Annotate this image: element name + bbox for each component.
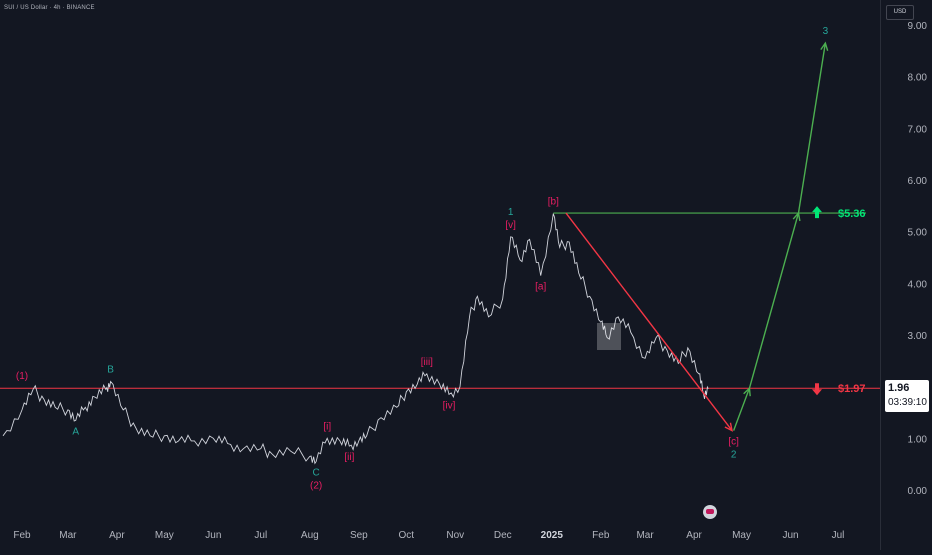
- x-tick-label: Feb: [592, 530, 610, 541]
- x-tick-label: May: [732, 530, 751, 541]
- symbol-title: SUI / US Dollar · 4h · BINANCE: [4, 5, 95, 11]
- arrowhead-up: [792, 211, 801, 222]
- wave-label: [i]: [323, 421, 331, 432]
- wave-label: (1): [16, 371, 28, 382]
- x-tick-label: Apr: [686, 530, 702, 541]
- price-line: [2, 213, 709, 465]
- wave-label: 1: [508, 207, 514, 218]
- y-tick-label: 4.00: [908, 279, 928, 290]
- x-tick-label: Jul: [832, 530, 845, 541]
- wave-label: B: [107, 365, 114, 376]
- wave-label: [v]: [505, 220, 516, 231]
- x-tick-label: May: [155, 530, 174, 541]
- wave-label: A: [72, 426, 79, 437]
- y-tick-label: 0.00: [908, 486, 928, 497]
- wave-label: [ii]: [344, 452, 354, 463]
- last-price-value: 1.96: [888, 382, 910, 394]
- x-tick-label: Nov: [446, 530, 464, 541]
- price-target-label: $5.36: [838, 208, 866, 220]
- last-price-tag: 1.96 03:39:10: [885, 380, 929, 412]
- arrowhead-down: [724, 422, 734, 432]
- wave-label: 2: [731, 450, 737, 461]
- arrowhead-up: [743, 386, 751, 397]
- x-tick-label: Mar: [59, 530, 77, 541]
- x-tick-label: Oct: [398, 530, 414, 541]
- x-tick-label: Apr: [109, 530, 125, 541]
- price-chart[interactable]: Feb Mar Apr May Jun Jul Aug Sep Oct Nov Dec 2025 Feb…: [0, 0, 880, 550]
- currency-button[interactable]: USD: [886, 5, 914, 20]
- x-tick-label: 2025: [541, 530, 564, 541]
- y-tick-label: 3.00: [908, 331, 928, 342]
- projection-up-line: [732, 42, 827, 431]
- price-axis-ticks: 0.001.002.003.004.005.006.007.008.009.00: [908, 21, 928, 497]
- wave-label: [a]: [535, 282, 546, 293]
- price-target-label: $1.97: [838, 383, 866, 395]
- down-arrow-icon: [812, 383, 822, 396]
- x-tick-label: Aug: [301, 530, 319, 541]
- wave-label: [iii]: [421, 357, 433, 368]
- wave-label: [b]: [548, 197, 559, 208]
- x-tick-label: Jun: [205, 530, 221, 541]
- y-tick-label: 9.00: [908, 21, 928, 32]
- x-tick-label: Feb: [13, 530, 31, 541]
- y-tick-label: 8.00: [908, 73, 928, 84]
- x-tick-label: Jul: [254, 530, 267, 541]
- wave-label: C: [313, 468, 320, 479]
- price-axis[interactable]: 0.001.002.003.004.005.006.007.008.009.00: [880, 0, 932, 550]
- x-tick-label: Jun: [782, 530, 798, 541]
- wave-label: (2): [310, 481, 322, 492]
- wave-label: [c]: [728, 437, 739, 448]
- tradingview-logo-icon[interactable]: [703, 505, 717, 519]
- x-tick-label: Dec: [494, 530, 512, 541]
- wave-label: 3: [823, 26, 829, 37]
- bar-countdown: 03:39:10: [888, 397, 927, 408]
- y-tick-label: 6.00: [908, 176, 928, 187]
- projection-down-line: [565, 212, 733, 432]
- highlight-zone: [597, 323, 621, 350]
- up-arrow-icon: [812, 206, 822, 219]
- y-tick-label: 5.00: [908, 228, 928, 239]
- arrowhead-up: [820, 41, 829, 51]
- x-tick-label: Mar: [636, 530, 654, 541]
- y-tick-label: 1.00: [908, 434, 928, 445]
- wave-label: [iv]: [443, 400, 456, 411]
- x-tick-label: Sep: [350, 530, 368, 541]
- y-tick-label: 7.00: [908, 124, 928, 135]
